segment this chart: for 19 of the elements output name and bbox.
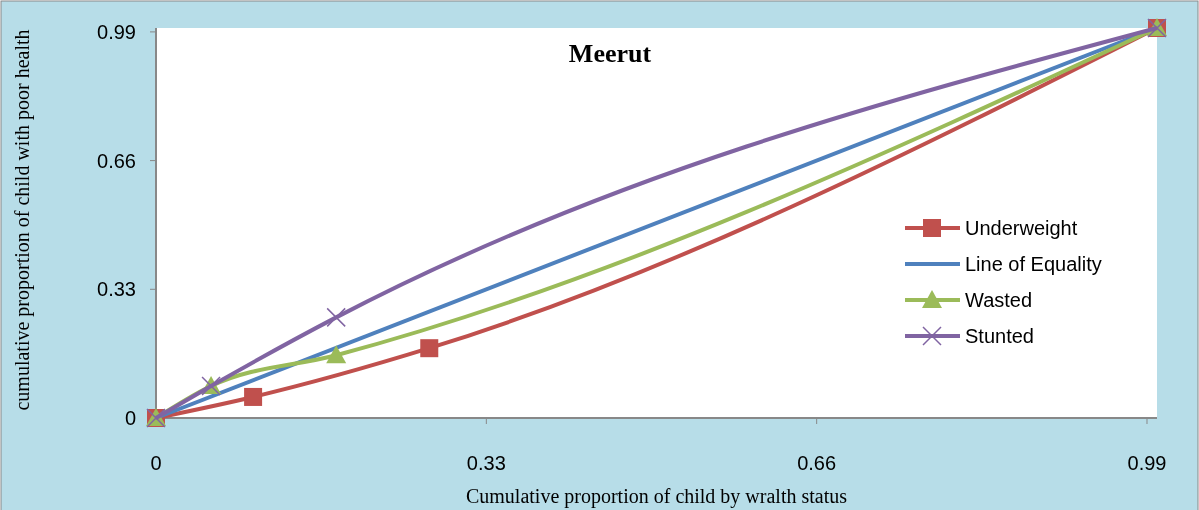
point — [420, 339, 439, 358]
legend-label: Underweight — [965, 217, 1078, 239]
chart-title: Meerut — [568, 39, 652, 68]
legend-label: Line of Equality — [965, 253, 1102, 275]
x-tick-label: 0.99 — [1127, 452, 1167, 474]
y-tick-label: 0 — [124, 407, 136, 429]
x-tick-label: 0.33 — [466, 452, 506, 474]
point — [244, 387, 263, 406]
y-tick-label: 0.66 — [97, 149, 136, 172]
x-tick-label: 0 — [150, 452, 162, 474]
point — [326, 307, 346, 328]
x-axis-title: Cumulative proportion of child by wralth status — [465, 485, 848, 508]
y-tick-label: 0.33 — [97, 278, 136, 301]
point — [326, 345, 347, 364]
x-tick-label: 0.66 — [797, 452, 837, 474]
y-axis-title: cumulative proportion of child with poor health — [10, 28, 35, 413]
legend-label: Wasted — [965, 289, 1033, 311]
legend-label: Stunted — [965, 325, 1034, 347]
y-tick-label: 0.99 — [97, 20, 136, 43]
